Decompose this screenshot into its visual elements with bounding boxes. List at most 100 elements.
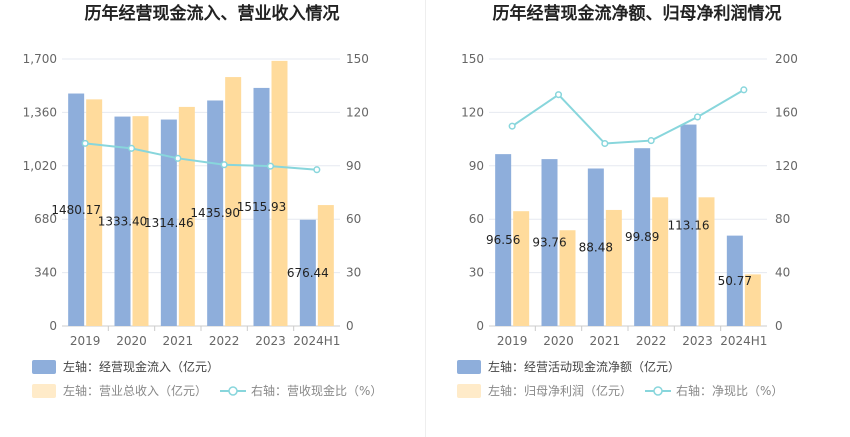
legend-item: 右轴：净现比（%） (645, 383, 783, 398)
bar-secondary (559, 230, 576, 326)
bar-primary (207, 100, 224, 326)
left-axis-tick: 0 (49, 319, 57, 333)
legend-label: 左轴：经营现金流入（亿元） (63, 359, 219, 374)
legend-swatch (457, 360, 481, 374)
left-axis-tick: 680 (34, 212, 57, 226)
x-axis-tick: 2019 (70, 334, 101, 348)
right-axis-tick: 90 (346, 159, 361, 173)
bar-primary (680, 124, 697, 327)
right-axis-tick: 120 (775, 159, 798, 173)
left-axis-tick: 60 (469, 212, 484, 226)
bar-primary (541, 159, 558, 326)
bar-data-label: 676.44 (287, 266, 329, 280)
chart-panel-net-cashflow: 历年经营现金流净额、归母净利润情况 0 30 60 90 120 150 0 40 80 120 16… (425, 0, 850, 437)
left-axis-tick: 0 (476, 319, 484, 333)
bar-data-label: 1480.17 (51, 203, 101, 217)
right-axis-tick: 40 (775, 266, 790, 280)
bar-data-label: 113.16 (668, 218, 710, 232)
bar-data-label: 88.48 (579, 240, 613, 254)
x-axis-tick: 2022 (209, 334, 240, 348)
ratio-point (266, 162, 275, 170)
bar-data-label: 1314.46 (144, 216, 194, 230)
bar-secondary (652, 197, 669, 326)
bar-secondary (225, 77, 242, 326)
bar-data-label: 96.56 (486, 233, 520, 247)
x-axis-tick: 2020 (116, 334, 147, 348)
x-axis-tick: 2019 (497, 334, 528, 348)
bar-data-label: 50.77 (718, 274, 752, 288)
legend-label: 左轴：归母净利润（亿元） (488, 383, 632, 398)
bar-secondary (132, 116, 149, 327)
left-axis-tick: 1,360 (23, 105, 57, 119)
x-axis-tick: 2022 (636, 334, 667, 348)
ratio-point (554, 91, 563, 99)
panel-divider (425, 0, 426, 437)
legend-swatch-marker (653, 386, 663, 396)
bar-secondary (178, 106, 195, 326)
bar-secondary (605, 209, 622, 326)
legend-item: 右轴：营收现金比（%） (220, 383, 382, 398)
bar-primary (114, 116, 131, 327)
bar-data-label: 1435.90 (190, 206, 240, 220)
left-axis-tick: 150 (461, 52, 484, 66)
chart-cashflow-inflow: 历年经营现金流入、营业收入情况 0 340 680 1,020 1,360 1,700 0 30… (23, 3, 382, 398)
bar-data-label: 1515.93 (237, 200, 287, 214)
bar-primary (634, 148, 651, 326)
bar-secondary (698, 197, 715, 326)
bar-data-label: 1333.40 (98, 214, 148, 228)
right-axis-tick: 80 (775, 212, 790, 226)
ratio-point (127, 144, 136, 152)
chart-net-cashflow: 历年经营现金流净额、归母净利润情况 0 30 60 90 120 150 0 40 80 120 16… (457, 3, 798, 398)
bar-primary (726, 235, 743, 326)
legend-item: 左轴：经营现金流入（亿元） (32, 359, 219, 374)
bar-data-label: 99.89 (625, 230, 659, 244)
left-axis-tick: 30 (469, 266, 484, 280)
bar-secondary (744, 274, 761, 326)
legend-swatch-marker (228, 386, 238, 396)
x-axis-tick: 2023 (682, 334, 713, 348)
chart-panel-cashflow-inflow: 历年经营现金流入、营业收入情况 0 340 680 1,020 1,360 1,700 0 30… (23, 3, 382, 398)
right-axis-tick: 60 (346, 212, 361, 226)
ratio-line (85, 142, 317, 171)
ratio-line (511, 88, 745, 145)
legend-label: 右轴：营收现金比（%） (251, 383, 382, 398)
right-axis-tick: 30 (346, 266, 361, 280)
legend-label: 左轴：经营活动现金流净额（亿元） (488, 359, 680, 374)
right-axis-tick: 0 (346, 319, 354, 333)
x-axis-tick: 2021 (590, 334, 621, 348)
legend-swatch (32, 360, 56, 374)
x-axis-tick: 2020 (543, 334, 574, 348)
legend-label: 左轴：营业总收入（亿元） (63, 383, 207, 398)
legend-swatch (457, 384, 481, 398)
bar-secondary (513, 211, 530, 326)
legend-swatch (32, 384, 56, 398)
legend-item: 左轴：经营活动现金流净额（亿元） (457, 359, 680, 374)
right-axis-tick: 120 (346, 105, 369, 119)
left-axis-tick: 90 (469, 159, 484, 173)
bar-primary (299, 219, 316, 326)
bar-primary (160, 119, 177, 326)
right-axis-tick: 150 (346, 52, 369, 66)
x-axis-tick: 2021 (163, 334, 194, 348)
ratio-point (693, 113, 702, 121)
bar-primary (495, 154, 512, 326)
x-axis-tick: 2023 (255, 334, 286, 348)
right-axis-tick: 160 (775, 105, 798, 119)
legend-label: 右轴：净现比（%） (676, 383, 783, 398)
chart-title: 历年经营现金流入、营业收入情况 (85, 3, 340, 24)
left-axis-tick: 1,020 (23, 159, 57, 173)
legend-item: 左轴：营业总收入（亿元） (32, 383, 207, 398)
bar-primary (587, 168, 604, 326)
bar-primary (68, 93, 85, 326)
ratio-point (508, 122, 516, 130)
right-axis-tick: 200 (775, 52, 798, 66)
bar-data-label: 93.76 (532, 236, 566, 250)
ratio-point (740, 86, 748, 94)
x-axis-tick: 2024H1 (293, 334, 340, 348)
ratio-point (601, 139, 609, 148)
bar-secondary (86, 99, 103, 326)
left-axis-tick: 1,700 (23, 52, 57, 66)
legend-item: 左轴：归母净利润（亿元） (457, 383, 632, 398)
right-axis-tick: 0 (775, 319, 783, 333)
bar-primary (253, 87, 270, 326)
